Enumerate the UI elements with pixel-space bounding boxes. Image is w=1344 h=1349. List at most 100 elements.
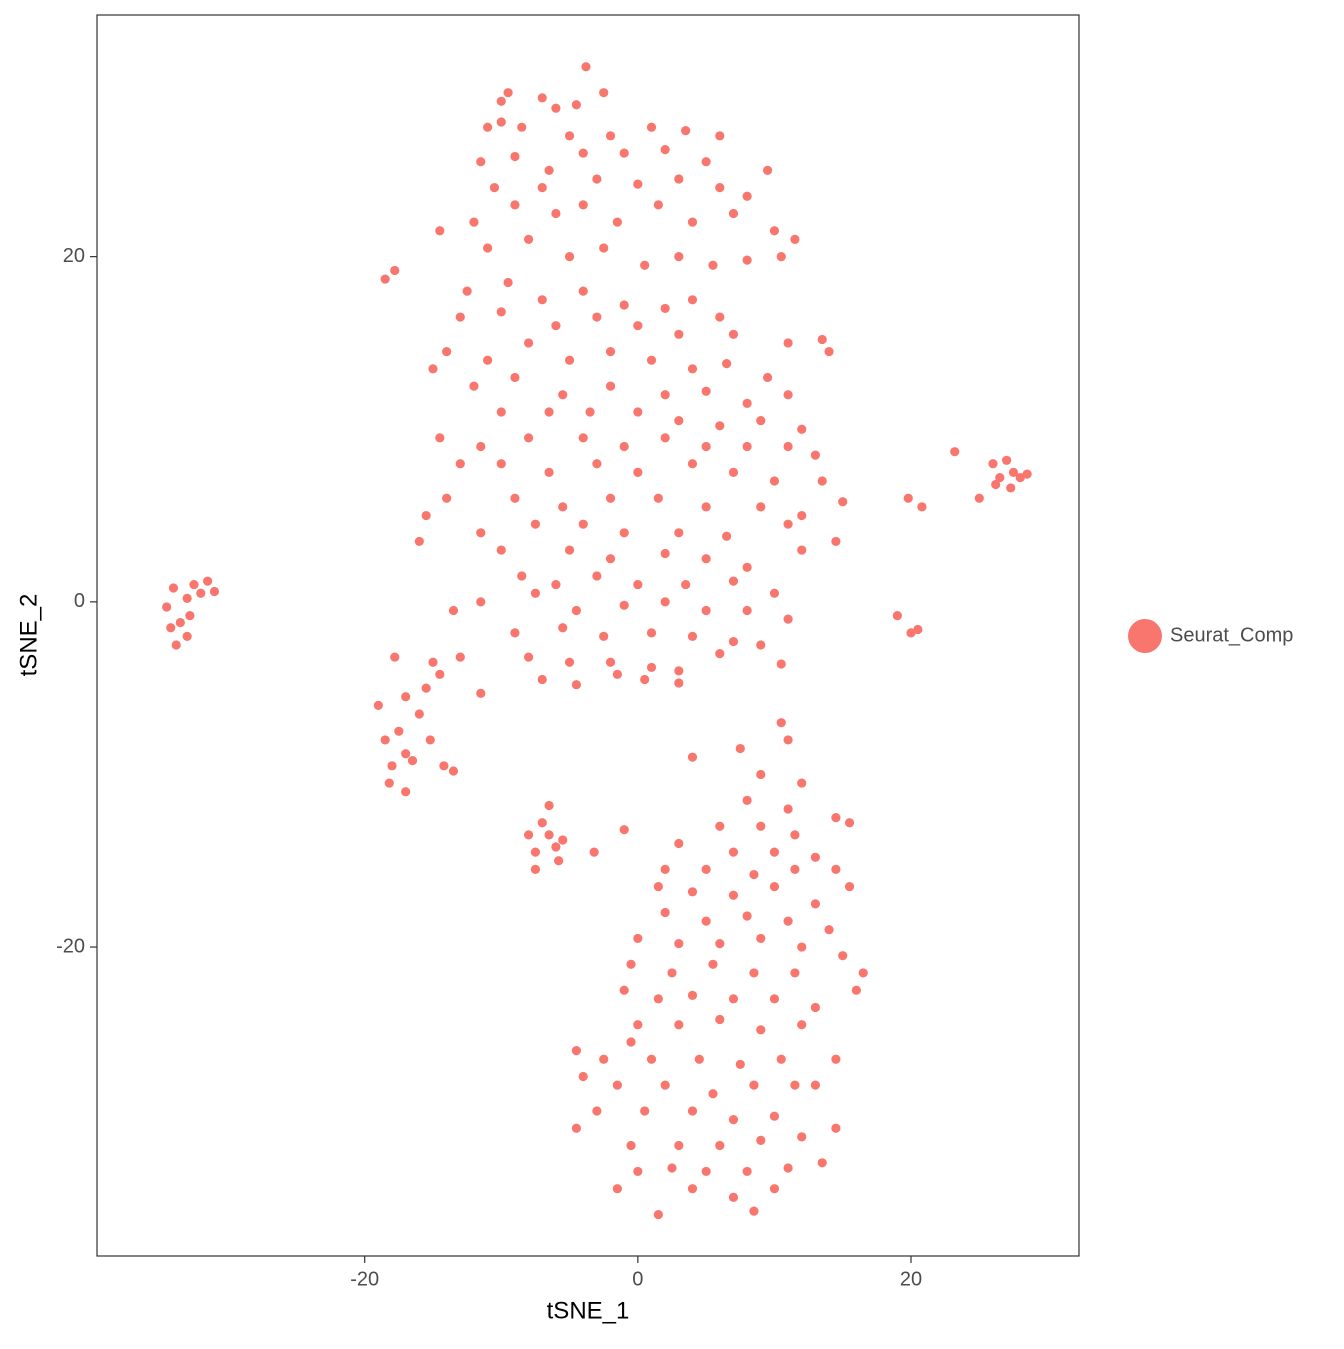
point: [742, 1166, 752, 1177]
point: [783, 614, 793, 624]
point: [455, 652, 465, 662]
point: [380, 735, 390, 745]
point: [571, 100, 581, 110]
point: [390, 652, 400, 662]
y-tick-label: 20: [63, 245, 85, 267]
point: [401, 749, 411, 759]
point: [421, 510, 431, 521]
point: [633, 933, 643, 944]
point: [783, 519, 793, 529]
point: [701, 386, 711, 396]
point: [776, 659, 786, 669]
point: [523, 652, 534, 662]
point: [988, 459, 998, 469]
point: [694, 1054, 704, 1064]
point: [715, 649, 725, 659]
point: [708, 959, 718, 969]
point: [380, 274, 390, 284]
point: [728, 847, 739, 857]
point: [592, 571, 602, 581]
point: [551, 208, 561, 219]
point: [619, 825, 629, 835]
point: [917, 502, 927, 512]
point: [585, 407, 595, 417]
point: [687, 364, 698, 374]
point: [674, 416, 684, 426]
point: [489, 183, 500, 193]
point: [401, 787, 411, 797]
point: [390, 265, 400, 276]
point: [496, 407, 506, 417]
point: [551, 321, 561, 331]
point: [571, 1123, 581, 1133]
point: [715, 1014, 725, 1025]
point: [660, 433, 670, 443]
point: [756, 416, 766, 426]
point: [769, 1184, 780, 1194]
point: [523, 433, 534, 443]
point: [1008, 467, 1019, 477]
point: [384, 778, 394, 788]
point: [435, 433, 445, 443]
point: [660, 1080, 670, 1090]
point: [599, 243, 609, 253]
point: [776, 252, 786, 262]
point: [769, 994, 780, 1004]
point: [537, 818, 547, 828]
point: [578, 1071, 588, 1082]
point: [797, 545, 807, 555]
point: [687, 631, 698, 641]
point: [605, 657, 616, 667]
point: [619, 528, 629, 538]
point: [838, 951, 848, 961]
point: [728, 636, 739, 647]
point: [496, 117, 506, 127]
point: [619, 985, 629, 995]
point: [640, 260, 650, 270]
point: [783, 804, 793, 814]
point: [483, 243, 493, 253]
point: [605, 346, 616, 357]
point: [769, 476, 780, 486]
point: [571, 680, 581, 690]
point: [551, 579, 561, 590]
point: [578, 200, 588, 210]
point: [612, 1080, 622, 1090]
point: [619, 600, 629, 610]
point: [660, 864, 670, 874]
y-tick-label: -20: [56, 935, 85, 957]
point: [797, 1132, 807, 1142]
point: [428, 364, 438, 374]
point: [592, 1106, 602, 1116]
point: [544, 800, 554, 811]
point: [701, 157, 711, 167]
point: [166, 623, 176, 633]
point: [462, 286, 472, 296]
point: [483, 122, 493, 132]
point: [581, 62, 591, 72]
point: [1006, 483, 1016, 493]
point: [605, 493, 616, 503]
point: [168, 583, 179, 593]
point: [640, 674, 650, 685]
point: [203, 576, 213, 586]
point: [701, 864, 711, 874]
point: [810, 899, 821, 909]
point: [742, 191, 752, 201]
point: [742, 911, 752, 921]
point: [715, 1140, 725, 1151]
point: [571, 1046, 581, 1056]
point: [810, 1080, 821, 1090]
point: [797, 510, 807, 521]
point: [756, 933, 766, 944]
point: [742, 398, 752, 408]
point: [824, 346, 834, 357]
point: [776, 1054, 786, 1064]
point: [510, 493, 520, 503]
point: [571, 605, 581, 616]
point: [612, 217, 622, 227]
point: [162, 602, 172, 612]
point: [687, 990, 698, 1000]
point: [728, 1192, 739, 1202]
